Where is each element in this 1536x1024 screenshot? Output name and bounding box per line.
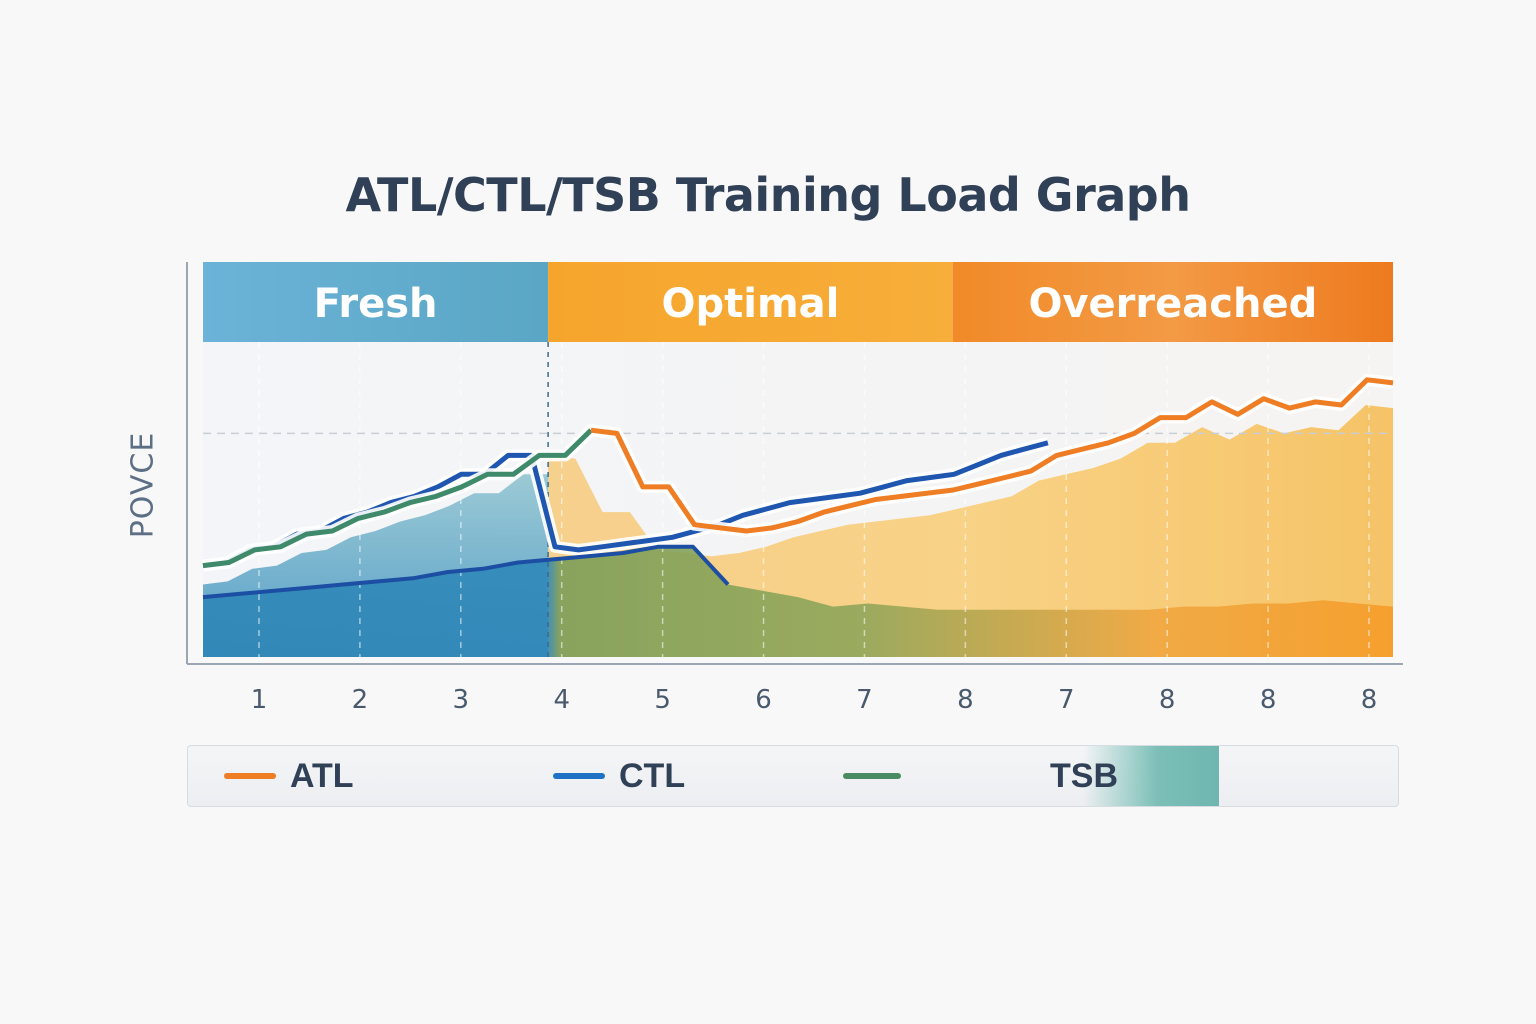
legend-label-tsb: TSB (1050, 756, 1118, 795)
zone-band-overreached (952, 262, 1393, 342)
legend-label-ctl: CTL (619, 756, 686, 795)
chart-title: ATL/CTL/TSB Training Load Graph (345, 168, 1191, 222)
x-tick-label-9: 8 (1159, 685, 1176, 715)
tsb-fade-swatch (1083, 746, 1219, 806)
x-tick-label-3: 4 (553, 685, 570, 715)
zone-label-optimal: Optimal (661, 281, 839, 327)
legend-item-tsb-label: TSB (1050, 746, 1118, 806)
zone-label-fresh: Fresh (314, 281, 438, 327)
zone-band-optimal (548, 262, 953, 342)
x-tick-label-8: 7 (1058, 685, 1075, 715)
series-atl-fresh (202, 428, 593, 569)
series-ctl (202, 440, 1049, 569)
x-tick-label-0: 1 (251, 685, 268, 715)
x-tick-label-4: 5 (654, 685, 671, 715)
x-tick-label-2: 3 (453, 685, 470, 715)
x-tick-label-1: 2 (352, 685, 369, 715)
x-tick-label-7: 8 (957, 685, 974, 715)
ctl-swatch (553, 773, 605, 779)
legend: ATL CTL TSB (187, 745, 1399, 807)
x-tick-label-5: 6 (755, 685, 772, 715)
series-tsb (202, 544, 730, 600)
x-tick-label-6: 7 (856, 685, 873, 715)
area-tsb (203, 546, 1393, 657)
legend-item-atl: ATL (224, 746, 354, 806)
tsb-swatch (843, 773, 901, 779)
series-atl (590, 377, 1394, 534)
legend-item-tsb (843, 746, 901, 806)
x-tick-label-10: 8 (1260, 685, 1277, 715)
legend-label-atl: ATL (290, 756, 354, 795)
atl-swatch (224, 773, 276, 779)
zone-band-fresh (203, 262, 549, 342)
legend-item-ctl: CTL (553, 746, 685, 806)
x-tick-label-11: 8 (1361, 685, 1378, 715)
zone-label-overreached: Overreached (1028, 281, 1317, 327)
